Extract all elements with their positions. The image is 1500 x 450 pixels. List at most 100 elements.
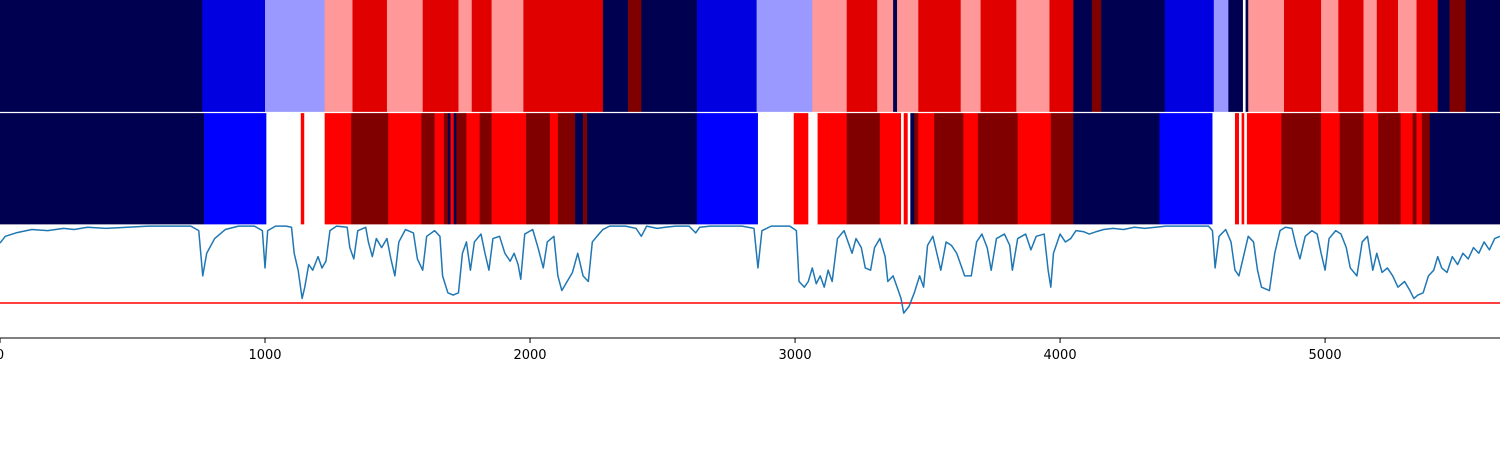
state-segment-row1-35	[914, 112, 919, 225]
state-segment-row1-51	[1321, 112, 1340, 225]
state-segment-row1-40	[1017, 112, 1052, 225]
state-segment-row0-20	[897, 0, 919, 113]
state-segment-row0-1	[202, 0, 266, 113]
state-segment-row0-25	[1049, 0, 1074, 113]
state-segment-row0-28	[1101, 0, 1166, 113]
state-segment-row0-4	[352, 0, 388, 113]
state-segment-row1-49	[1246, 112, 1282, 225]
state-segment-row1-5	[324, 112, 352, 225]
state-segment-row0-18	[877, 0, 894, 113]
state-segment-row0-7	[458, 0, 473, 113]
state-segment-row0-16	[812, 0, 848, 113]
state-segment-row1-7	[388, 112, 422, 225]
state-segment-row1-43	[1159, 112, 1213, 225]
state-segment-row1-45	[1234, 112, 1240, 225]
state-segment-row0-36	[1321, 0, 1339, 113]
state-segment-row0-2	[265, 0, 325, 113]
x-tick-label-3: 3000	[779, 348, 812, 363]
state-segment-row1-13	[453, 112, 457, 225]
state-segment-row0-21	[918, 0, 961, 113]
state-segment-row1-10	[443, 112, 449, 225]
state-segment-row0-42	[1437, 0, 1450, 113]
state-segment-row1-11	[447, 112, 451, 225]
state-segment-row0-9	[491, 0, 524, 113]
state-segment-row1-22	[583, 112, 588, 225]
state-segment-row0-3	[324, 0, 353, 113]
state-segment-row1-34	[910, 112, 915, 225]
x-tick-label-4: 4000	[1044, 348, 1077, 363]
state-segment-row1-41	[1050, 112, 1074, 225]
state-segment-row0-29	[1164, 0, 1215, 113]
state-segment-row1-36	[918, 112, 935, 225]
state-segment-row1-58	[1421, 112, 1431, 225]
state-segment-row1-0	[0, 112, 205, 225]
state-segment-row1-48	[1244, 112, 1248, 225]
line-panel-background	[0, 225, 1500, 338]
state-segment-row1-32	[903, 112, 908, 225]
state-segment-row0-17	[846, 0, 878, 113]
state-segment-row1-55	[1400, 112, 1413, 225]
state-segment-row1-42	[1073, 112, 1160, 225]
state-band-middle	[0, 112, 1500, 225]
state-segment-row0-37	[1338, 0, 1364, 113]
probability-line-panel	[0, 225, 1500, 338]
state-segment-row0-40	[1397, 0, 1417, 113]
state-segment-row1-9	[434, 112, 445, 225]
state-segment-row1-54	[1378, 112, 1401, 225]
state-segment-row1-14	[456, 112, 467, 225]
state-segment-row1-37	[934, 112, 964, 225]
state-segment-row0-38	[1363, 0, 1378, 113]
state-segment-row1-19	[549, 112, 559, 225]
state-segment-row0-31	[1228, 0, 1244, 113]
state-segment-row0-5	[386, 0, 424, 113]
state-segment-row1-50	[1281, 112, 1322, 225]
state-segment-row1-26	[793, 112, 809, 225]
state-segment-row1-17	[491, 112, 527, 225]
state-segment-row1-15	[466, 112, 480, 225]
state-segment-row0-10	[523, 0, 604, 113]
state-segment-row1-33	[907, 112, 911, 225]
state-segment-row1-59	[1429, 112, 1500, 225]
x-axis: 0 1000 2000 3000 4000 5000	[0, 337, 1500, 363]
state-segment-row1-6	[351, 112, 389, 225]
state-segment-row0-41	[1416, 0, 1439, 113]
state-segment-row0-22	[960, 0, 981, 113]
state-segment-row1-46	[1238, 112, 1242, 225]
state-segment-row1-21	[575, 112, 584, 225]
state-segment-row1-27	[808, 112, 818, 225]
state-segment-row1-25	[757, 112, 795, 225]
probability-series-line	[0, 225, 1500, 314]
state-segment-row0-8	[471, 0, 492, 113]
state-segment-row0-11	[602, 0, 629, 113]
state-segment-row0-0	[0, 0, 203, 113]
state-segment-row0-13	[641, 0, 698, 113]
state-segment-row0-32	[1242, 0, 1246, 113]
state-segment-row0-12	[628, 0, 642, 113]
x-tick-label-0: 0	[0, 348, 4, 363]
state-segment-row1-52	[1339, 112, 1364, 225]
state-segment-row1-44	[1212, 112, 1236, 225]
state-segment-row1-8	[421, 112, 435, 225]
state-segment-row1-38	[963, 112, 979, 225]
state-segment-row0-24	[1016, 0, 1050, 113]
state-band-top	[0, 0, 1500, 113]
state-segment-row1-29	[846, 112, 881, 225]
state-segment-row0-39	[1376, 0, 1399, 113]
state-segment-row0-19	[893, 0, 898, 113]
state-segment-row1-39	[977, 112, 1018, 225]
state-segment-row0-35	[1284, 0, 1322, 113]
state-segment-row1-28	[817, 112, 848, 225]
state-segment-row0-43	[1449, 0, 1466, 113]
state-segment-row0-34	[1248, 0, 1285, 113]
state-segment-row1-12	[450, 112, 455, 225]
state-segment-row1-20	[557, 112, 576, 225]
state-segment-row0-44	[1465, 0, 1500, 113]
state-segment-row0-27	[1091, 0, 1102, 113]
state-segment-row1-3	[300, 112, 305, 225]
state-segment-row0-30	[1213, 0, 1229, 113]
state-segment-row1-1	[204, 112, 267, 225]
state-segment-row1-4	[304, 112, 325, 225]
x-tick-label-2: 2000	[513, 348, 546, 363]
state-segment-row0-26	[1073, 0, 1093, 113]
